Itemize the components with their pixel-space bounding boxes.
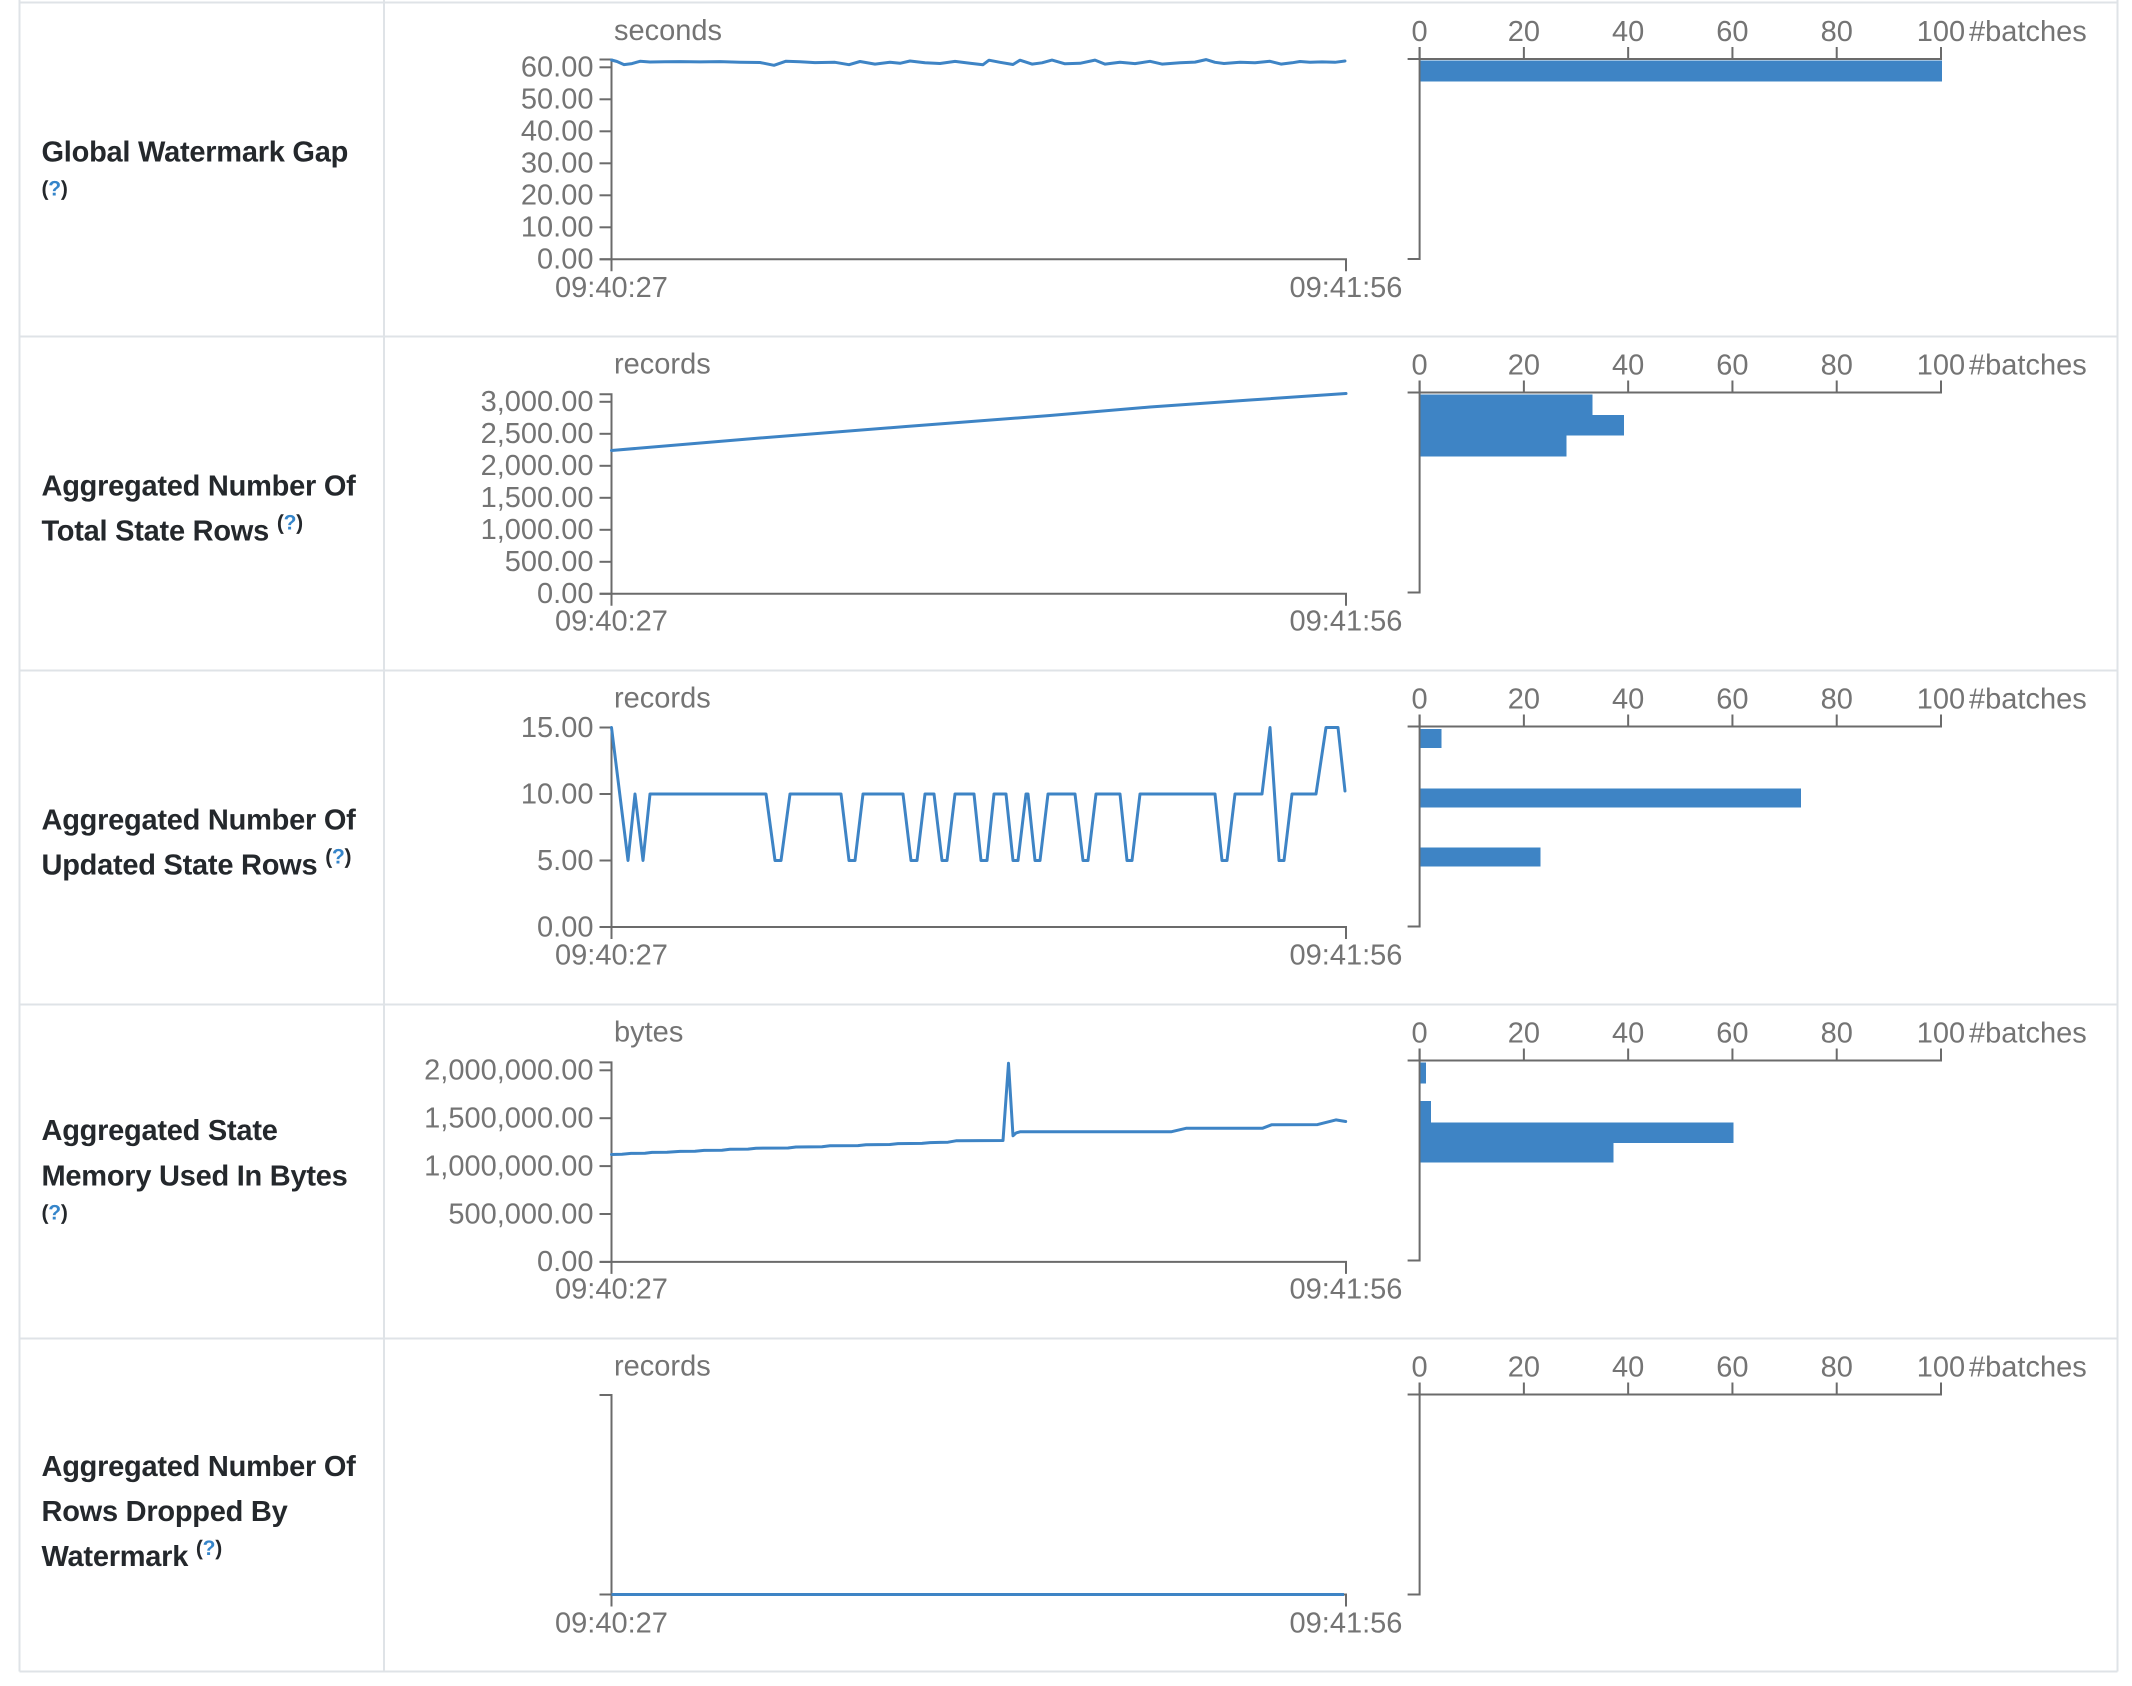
svg-text:500.00: 500.00 — [505, 546, 594, 578]
svg-text:records: records — [614, 683, 711, 715]
svg-text:15.00: 15.00 — [521, 712, 594, 744]
svg-text:Watermark (?): Watermark (?) — [42, 1537, 222, 1573]
svg-text:1,000.00: 1,000.00 — [481, 514, 594, 546]
svg-text:40: 40 — [1612, 350, 1644, 382]
svg-text:80: 80 — [1821, 1018, 1853, 1050]
svg-text:09:40:27: 09:40:27 — [555, 606, 668, 638]
svg-text:#batches: #batches — [1969, 684, 2087, 716]
svg-text:(?): (?) — [42, 1202, 68, 1225]
svg-text:20.00: 20.00 — [521, 180, 594, 212]
svg-text:20: 20 — [1508, 1352, 1540, 1384]
svg-text:0.00: 0.00 — [537, 578, 593, 610]
svg-text:40.00: 40.00 — [521, 116, 594, 148]
svg-text:09:41:56: 09:41:56 — [1290, 606, 1403, 638]
svg-text:(?): (?) — [42, 178, 68, 201]
svg-text:09:40:27: 09:40:27 — [555, 272, 668, 304]
svg-text:09:40:27: 09:40:27 — [555, 1608, 668, 1640]
svg-text:2,500.00: 2,500.00 — [481, 418, 594, 450]
svg-text:Total State Rows (?): Total State Rows (?) — [42, 512, 303, 548]
svg-text:bytes: bytes — [614, 1017, 683, 1049]
svg-text:5.00: 5.00 — [537, 845, 593, 877]
svg-text:30.00: 30.00 — [521, 148, 594, 180]
svg-text:500,000.00: 500,000.00 — [448, 1198, 593, 1230]
svg-text:80: 80 — [1821, 350, 1853, 382]
svg-text:60: 60 — [1716, 684, 1748, 716]
svg-text:records: records — [614, 349, 711, 381]
svg-text:Aggregated State: Aggregated State — [42, 1115, 278, 1147]
svg-text:60: 60 — [1716, 16, 1748, 48]
svg-text:3,000.00: 3,000.00 — [481, 386, 594, 418]
svg-text:09:41:56: 09:41:56 — [1290, 1274, 1403, 1306]
svg-text:records: records — [614, 1351, 711, 1383]
svg-text:0: 0 — [1412, 1352, 1428, 1384]
svg-text:50.00: 50.00 — [521, 84, 594, 116]
svg-text:0: 0 — [1412, 16, 1428, 48]
svg-text:#batches: #batches — [1969, 1352, 2087, 1384]
svg-text:0.00: 0.00 — [537, 1246, 593, 1278]
svg-text:#batches: #batches — [1969, 350, 2087, 382]
svg-text:20: 20 — [1508, 684, 1540, 716]
svg-text:0.00: 0.00 — [537, 244, 593, 276]
svg-text:60: 60 — [1716, 1352, 1748, 1384]
svg-text:0: 0 — [1412, 1018, 1428, 1050]
svg-text:40: 40 — [1612, 684, 1644, 716]
svg-text:#batches: #batches — [1969, 1018, 2087, 1050]
svg-text:10.00: 10.00 — [521, 778, 594, 810]
svg-text:1,500.00: 1,500.00 — [481, 482, 594, 514]
svg-text:0.00: 0.00 — [537, 911, 593, 943]
svg-text:Aggregated Number Of: Aggregated Number Of — [42, 805, 357, 837]
svg-text:100: 100 — [1917, 350, 1965, 382]
svg-text:0: 0 — [1412, 684, 1428, 716]
svg-text:100: 100 — [1917, 1018, 1965, 1050]
svg-text:Aggregated Number Of: Aggregated Number Of — [42, 1451, 357, 1483]
svg-text:Rows Dropped By: Rows Dropped By — [42, 1496, 288, 1528]
svg-text:40: 40 — [1612, 16, 1644, 48]
svg-text:80: 80 — [1821, 16, 1853, 48]
svg-text:60.00: 60.00 — [521, 52, 594, 84]
svg-text:09:41:56: 09:41:56 — [1290, 940, 1403, 972]
svg-text:80: 80 — [1821, 1352, 1853, 1384]
svg-text:seconds: seconds — [614, 15, 722, 47]
svg-text:09:41:56: 09:41:56 — [1290, 1608, 1403, 1640]
svg-text:#batches: #batches — [1969, 16, 2087, 48]
svg-text:80: 80 — [1821, 684, 1853, 716]
svg-text:20: 20 — [1508, 16, 1540, 48]
svg-text:Memory Used In Bytes: Memory Used In Bytes — [42, 1161, 348, 1193]
svg-text:60: 60 — [1716, 350, 1748, 382]
svg-text:20: 20 — [1508, 1018, 1540, 1050]
svg-text:60: 60 — [1716, 1018, 1748, 1050]
svg-text:09:40:27: 09:40:27 — [555, 940, 668, 972]
svg-text:09:40:27: 09:40:27 — [555, 1274, 668, 1306]
svg-text:100: 100 — [1917, 1352, 1965, 1384]
svg-text:10.00: 10.00 — [521, 212, 594, 244]
svg-text:2,000,000.00: 2,000,000.00 — [424, 1055, 593, 1087]
svg-text:09:41:56: 09:41:56 — [1290, 272, 1403, 304]
svg-text:40: 40 — [1612, 1352, 1644, 1384]
svg-text:1,500,000.00: 1,500,000.00 — [424, 1103, 593, 1135]
svg-text:100: 100 — [1917, 16, 1965, 48]
svg-text:100: 100 — [1917, 684, 1965, 716]
svg-text:0: 0 — [1412, 350, 1428, 382]
svg-text:Updated State Rows (?): Updated State Rows (?) — [42, 846, 352, 882]
svg-text:1,000,000.00: 1,000,000.00 — [424, 1150, 593, 1182]
svg-text:Global Watermark Gap: Global Watermark Gap — [42, 137, 349, 169]
svg-text:2,000.00: 2,000.00 — [481, 450, 594, 482]
svg-text:20: 20 — [1508, 350, 1540, 382]
svg-text:40: 40 — [1612, 1018, 1644, 1050]
svg-text:Aggregated Number Of: Aggregated Number Of — [42, 471, 357, 503]
